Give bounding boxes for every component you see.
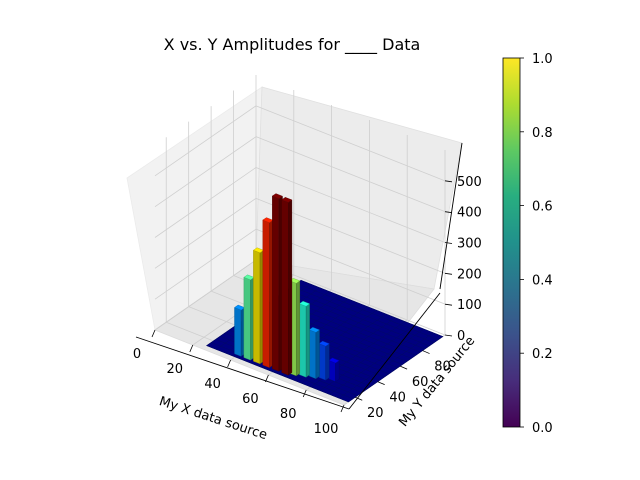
grid-line (154, 259, 257, 331)
floor-line (338, 332, 434, 399)
x-tick-label: 60 (242, 392, 259, 407)
colorbar-tick-label: 0.0 (532, 421, 553, 436)
bar-top-face (298, 300, 311, 307)
x-tick-label: 20 (167, 362, 184, 377)
colorbar (502, 57, 521, 428)
chart-title: X vs. Y Amplitudes for ____ Data (164, 35, 421, 55)
z-tick-label: 300 (457, 237, 482, 252)
bar (252, 247, 265, 365)
bar-side-face (305, 303, 310, 378)
floor-line (206, 345, 349, 403)
grid-line (154, 105, 257, 177)
x-axis-line (135, 336, 350, 410)
bar-side-face (335, 360, 340, 382)
colorbar-tick-label: 0.8 (532, 126, 553, 141)
bar-front-face (309, 329, 317, 379)
z-tick-mark (444, 334, 453, 337)
bar-front-face (299, 303, 307, 378)
bar (234, 304, 246, 357)
floor-line (291, 286, 434, 344)
z-tick-label: 200 (457, 267, 482, 282)
bar (298, 300, 311, 378)
x-tick-label: 40 (204, 377, 221, 392)
colorbar-tick-label: 1.0 (532, 52, 553, 67)
y-tick-mark (422, 350, 430, 354)
bar-front-face (272, 195, 280, 372)
z-ticks: 0 100 200 300 400 500 (444, 175, 482, 344)
y-tick-mark (355, 396, 363, 401)
bar-top-face (271, 193, 283, 199)
bar-top-face (328, 357, 340, 364)
grid-line (154, 198, 257, 269)
y-tick-mark (377, 381, 385, 386)
bar (318, 340, 330, 381)
bar-front-face (318, 343, 326, 381)
bar-front-face (234, 307, 242, 357)
x-tick-mark (227, 359, 231, 368)
z-tick-label: 400 (457, 206, 482, 221)
bar (243, 274, 255, 361)
bar-side-face (288, 199, 293, 376)
bar (271, 193, 283, 372)
bar-side-face (296, 280, 300, 377)
bar-front-face (243, 277, 251, 361)
z-axis-line (439, 142, 463, 290)
bar (262, 217, 274, 368)
floor-line (282, 292, 425, 350)
z-tick-mark (444, 272, 453, 275)
colorbar-tick-label: 0.2 (532, 347, 553, 362)
bar-top-face (308, 327, 320, 333)
bar-front-face (262, 219, 270, 368)
x-tick-mark (302, 389, 307, 398)
bar-top-face (281, 197, 293, 203)
bars (234, 193, 340, 382)
floor-line (296, 283, 439, 340)
x-tick-mark (189, 344, 194, 353)
colorbar-ticks: 0.0 0.2 0.4 0.6 0.8 1.0 (520, 52, 553, 436)
x-tick-label: 100 (314, 422, 339, 437)
z-tick-label: 100 (457, 298, 482, 313)
x-tick-mark (265, 374, 269, 383)
y-tick-label: 40 (389, 391, 406, 406)
grid-line (154, 167, 257, 238)
bar-side-face (325, 343, 330, 381)
y-tick-label: 80 (434, 360, 451, 375)
bar (328, 357, 340, 382)
y-tick-mark (399, 365, 408, 370)
grid-line (154, 136, 257, 207)
grid-line (255, 105, 446, 182)
y-ticks: 20 40 60 80 (355, 350, 451, 421)
x-tick-mark (340, 404, 345, 413)
z-tick-label: 500 (457, 175, 482, 190)
x-tick-label: 80 (280, 407, 297, 422)
bar-front-face (328, 360, 336, 382)
bar (308, 327, 320, 380)
colorbar-tick-label: 0.6 (532, 200, 553, 215)
floor-line (348, 336, 443, 403)
floor-line (300, 280, 443, 337)
z-tick-mark (444, 211, 453, 214)
grid-line (255, 136, 446, 213)
grid-line (154, 228, 257, 300)
floor-line (329, 328, 424, 395)
x-tick-label: 0 (133, 347, 141, 362)
colorbar-tick-label: 0.4 (532, 273, 553, 288)
bar-front-face (253, 249, 261, 365)
y-axis-line (348, 292, 441, 410)
x-tick-mark (151, 329, 156, 338)
bar-side-face (315, 329, 320, 380)
x-ticks: 0 20 40 60 80 100 (133, 329, 345, 437)
z-tick-mark (444, 242, 453, 244)
z-tick-mark (444, 180, 453, 183)
y-tick-label: 60 (412, 375, 429, 390)
bar-front-face (281, 199, 289, 376)
grid-line (255, 167, 446, 243)
bar-top-face (318, 340, 330, 347)
z-tick-label: 0 (457, 329, 465, 344)
z-tick-mark (444, 303, 453, 306)
bar (281, 197, 293, 376)
y-tick-label: 20 (367, 406, 384, 421)
